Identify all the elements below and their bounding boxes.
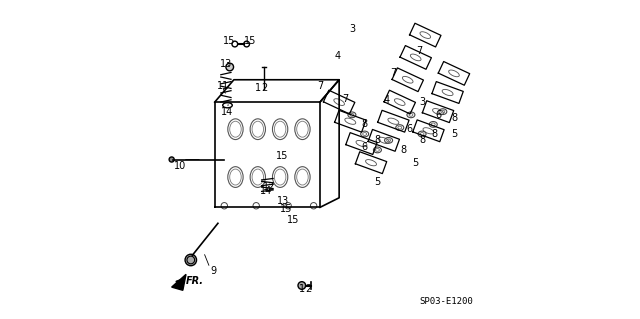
Text: 8: 8: [451, 113, 457, 123]
Text: 2: 2: [261, 83, 268, 93]
Text: 5: 5: [451, 129, 457, 139]
Text: 3: 3: [349, 24, 355, 34]
Circle shape: [298, 282, 306, 289]
Text: 13: 13: [220, 59, 232, 69]
Text: 4: 4: [384, 95, 390, 106]
Text: 4: 4: [335, 51, 340, 61]
Text: 7: 7: [416, 46, 422, 56]
Polygon shape: [172, 274, 186, 290]
Text: 14: 14: [260, 186, 272, 197]
Text: 11: 11: [216, 81, 229, 91]
Text: 6: 6: [435, 110, 441, 120]
Text: 7: 7: [342, 94, 349, 104]
Text: 12: 12: [263, 182, 275, 192]
Circle shape: [226, 63, 234, 71]
Text: 2: 2: [306, 284, 312, 294]
Text: FR.: FR.: [186, 276, 204, 286]
Text: 6: 6: [362, 142, 368, 152]
Text: 14: 14: [221, 107, 234, 117]
Text: 15: 15: [223, 36, 236, 47]
Text: 9: 9: [210, 266, 216, 276]
Text: 8: 8: [400, 145, 406, 155]
Text: 3: 3: [419, 97, 425, 107]
Text: 8: 8: [432, 129, 438, 139]
Text: 15: 15: [276, 151, 288, 161]
Circle shape: [169, 157, 174, 162]
Text: 15: 15: [287, 215, 299, 225]
Text: 8: 8: [362, 119, 368, 130]
Text: 5: 5: [413, 158, 419, 168]
Text: 8: 8: [374, 135, 381, 145]
Text: 1: 1: [255, 83, 261, 93]
Text: 7: 7: [317, 81, 323, 91]
Text: 6: 6: [406, 124, 412, 134]
Text: 1: 1: [300, 284, 305, 294]
Text: 15: 15: [244, 36, 256, 47]
Text: 13: 13: [277, 196, 289, 206]
Circle shape: [185, 254, 196, 266]
Text: 10: 10: [173, 161, 186, 171]
Text: 15: 15: [280, 204, 292, 214]
Text: SP03-E1200: SP03-E1200: [419, 297, 473, 306]
Text: 7: 7: [390, 68, 397, 78]
Text: 5: 5: [374, 177, 381, 187]
Text: 8: 8: [419, 135, 425, 145]
